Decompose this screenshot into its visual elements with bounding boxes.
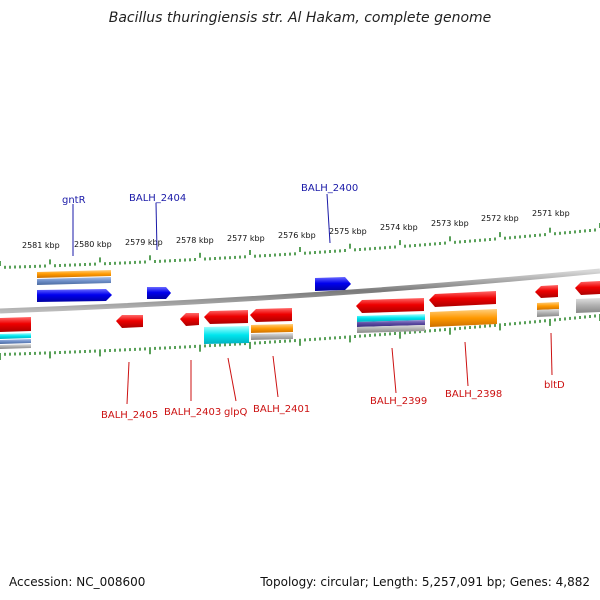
ruler-bottom [0, 314, 600, 360]
gene-arrow-reverse[interactable] [116, 315, 143, 328]
forward-gene-labels: gntR BALH_2404 BALH_2400 [62, 183, 358, 256]
gene-arrow-forward[interactable] [37, 270, 111, 278]
leader-line [326, 193, 331, 244]
feature-bar [37, 277, 111, 285]
gene-arrow-forward[interactable] [37, 289, 112, 302]
feature-bar [357, 314, 425, 322]
feature-bar [251, 324, 293, 333]
tick-label: 2578 kbp [176, 236, 214, 245]
tick-label: 2572 kbp [481, 214, 519, 223]
tick-label: 2576 kbp [278, 231, 316, 240]
forward-features [37, 270, 351, 302]
gene-label-BALH_2401[interactable]: BALH_2401 [253, 404, 310, 415]
feature-bar [537, 302, 559, 310]
feature-bar [204, 326, 249, 344]
feature-bar [251, 333, 293, 340]
genome-backbone [0, 268, 600, 314]
tick-label: 2579 kbp [125, 238, 163, 247]
gene-label-bltD[interactable]: bltD [544, 380, 565, 391]
gene-arrow-reverse[interactable] [250, 308, 292, 322]
feature-bar [537, 309, 559, 317]
tick-labels: 2581 kbp 2580 kbp 2579 kbp 2578 kbp 2577… [22, 209, 570, 250]
map-title: Bacillus thuringiensis str. Al Hakam, co… [108, 10, 492, 26]
tick-label: 2577 kbp [227, 234, 265, 243]
feature-bar [430, 309, 497, 327]
gene-label-BALH_2400[interactable]: BALH_2400 [301, 183, 358, 194]
gene-label-BALH_2405[interactable]: BALH_2405 [101, 410, 158, 421]
leader-line [272, 355, 279, 398]
gene-arrow-reverse[interactable] [535, 285, 558, 298]
leader-line [550, 332, 553, 376]
leader-line [155, 202, 158, 251]
gene-label-gntR[interactable]: gntR [62, 195, 86, 206]
gene-label-glpQ[interactable]: glpQ [224, 407, 247, 418]
feature-bar [357, 320, 425, 327]
leader-line [391, 347, 397, 394]
feature-bar [0, 344, 31, 349]
leader-line [126, 361, 130, 405]
tick-label: 2571 kbp [532, 209, 570, 218]
feature-bar [576, 298, 600, 313]
tick-label: 2573 kbp [431, 219, 469, 228]
leader-line [227, 357, 237, 402]
gene-arrow-forward[interactable] [315, 277, 351, 291]
gene-arrow-reverse[interactable] [180, 313, 199, 326]
gene-arrow-reverse[interactable] [0, 317, 31, 332]
feature-bar [0, 333, 31, 339]
gene-label-BALH_2398[interactable]: BALH_2398 [445, 389, 502, 400]
accession-text: Accession: NC_008600 [9, 575, 146, 589]
reverse-features [0, 281, 600, 349]
feature-bar [357, 325, 425, 333]
tick-label: 2580 kbp [74, 240, 112, 249]
tick-label: 2581 kbp [22, 241, 60, 250]
leader-line [464, 341, 469, 387]
gene-arrow-reverse[interactable] [575, 281, 600, 295]
topology-text: Topology: circular; Length: 5,257,091 bp… [260, 575, 590, 589]
gene-arrow-reverse[interactable] [429, 291, 496, 307]
tick-label: 2575 kbp [329, 227, 367, 236]
gene-label-BALH_2399[interactable]: BALH_2399 [370, 396, 427, 407]
reverse-gene-labels: BALH_2405 BALH_2403 glpQ BALH_2401 BALH_… [101, 332, 565, 421]
feature-bar [0, 339, 31, 344]
tick-label: 2574 kbp [380, 223, 418, 232]
gene-label-BALH_2404[interactable]: BALH_2404 [129, 193, 186, 204]
ruler-top [0, 223, 600, 269]
gene-arrow-forward[interactable] [147, 287, 171, 299]
gene-label-BALH_2403[interactable]: BALH_2403 [164, 407, 221, 418]
gene-arrow-reverse[interactable] [204, 310, 248, 324]
gene-arrow-reverse[interactable] [356, 298, 424, 313]
